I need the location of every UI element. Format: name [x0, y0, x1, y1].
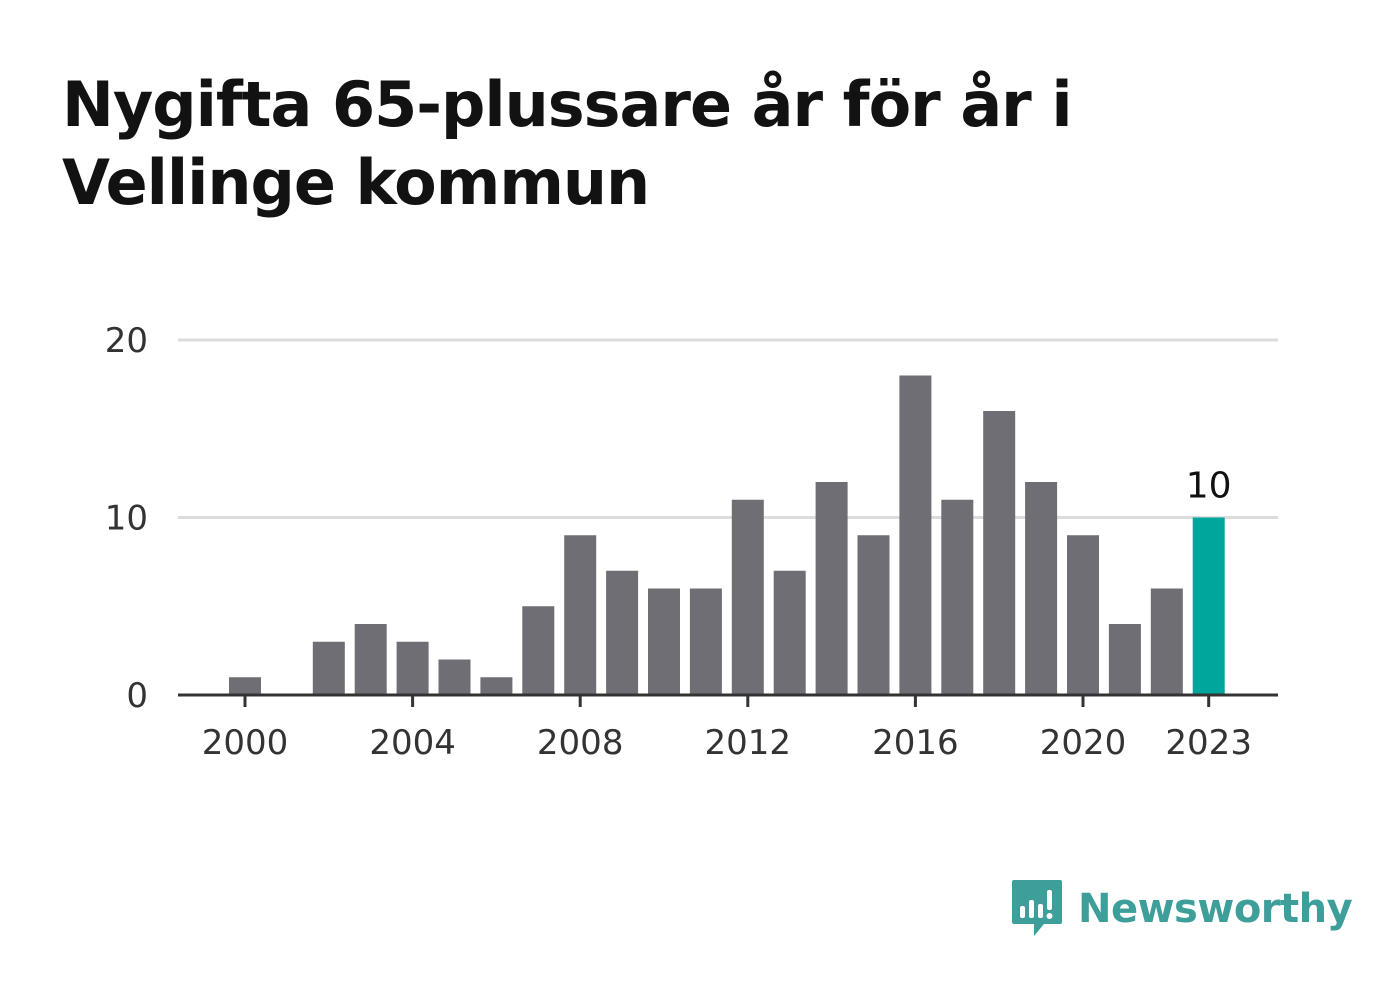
- bar-2021: [1108, 624, 1141, 695]
- y-tick-label: 0: [126, 676, 148, 716]
- y-axis-ticks: 0 10 20: [105, 321, 148, 716]
- bar-2015: [857, 535, 890, 695]
- bar-2009: [606, 570, 639, 695]
- bar-2005: [438, 659, 471, 695]
- bar-2023: [1192, 517, 1225, 695]
- bar-2004: [396, 641, 429, 695]
- data-label: 10: [1186, 466, 1232, 507]
- newsworthy-logo: Newsworthy: [1010, 878, 1353, 940]
- bar-2011: [689, 588, 722, 695]
- bar-2008: [564, 535, 597, 695]
- bar-2017: [941, 499, 974, 695]
- bar-2010: [648, 588, 680, 695]
- bars: [229, 375, 1225, 695]
- bar-2012: [731, 499, 764, 695]
- x-tick-label: 2016: [872, 723, 959, 763]
- bar-2020: [1067, 535, 1099, 695]
- chart-title: Nygifta 65-plussare år för år i Vellinge…: [62, 68, 1073, 219]
- x-axis-ticks: 2000 2004 2008 2012 2016 2020 2023: [178, 693, 1278, 763]
- y-tick-label: 10: [105, 499, 148, 539]
- chart-speech-bubble-icon: [1012, 880, 1062, 936]
- x-tick-label: 2020: [1040, 723, 1127, 763]
- bar-2018: [983, 411, 1016, 695]
- brand-name: Newsworthy: [1078, 886, 1353, 932]
- x-tick-label: 2004: [369, 723, 456, 763]
- bar-2007: [522, 606, 555, 695]
- bar-2013: [773, 570, 806, 695]
- bar-2014: [815, 482, 848, 695]
- bar-2003: [354, 624, 387, 695]
- bar-2019: [1025, 482, 1058, 695]
- bar-2002: [312, 641, 345, 695]
- bar-2000: [229, 677, 261, 695]
- bar-2022: [1150, 588, 1183, 695]
- x-tick-label: 2008: [537, 723, 624, 763]
- bar-2006: [480, 677, 513, 695]
- y-tick-label: 20: [105, 321, 148, 361]
- x-tick-label: 2012: [705, 723, 792, 763]
- gridlines: [178, 338, 1278, 519]
- bar-2016: [899, 375, 932, 695]
- annotations: 10: [1186, 466, 1232, 507]
- x-tick-label: 2023: [1165, 723, 1252, 763]
- x-tick-label: 2000: [202, 723, 289, 763]
